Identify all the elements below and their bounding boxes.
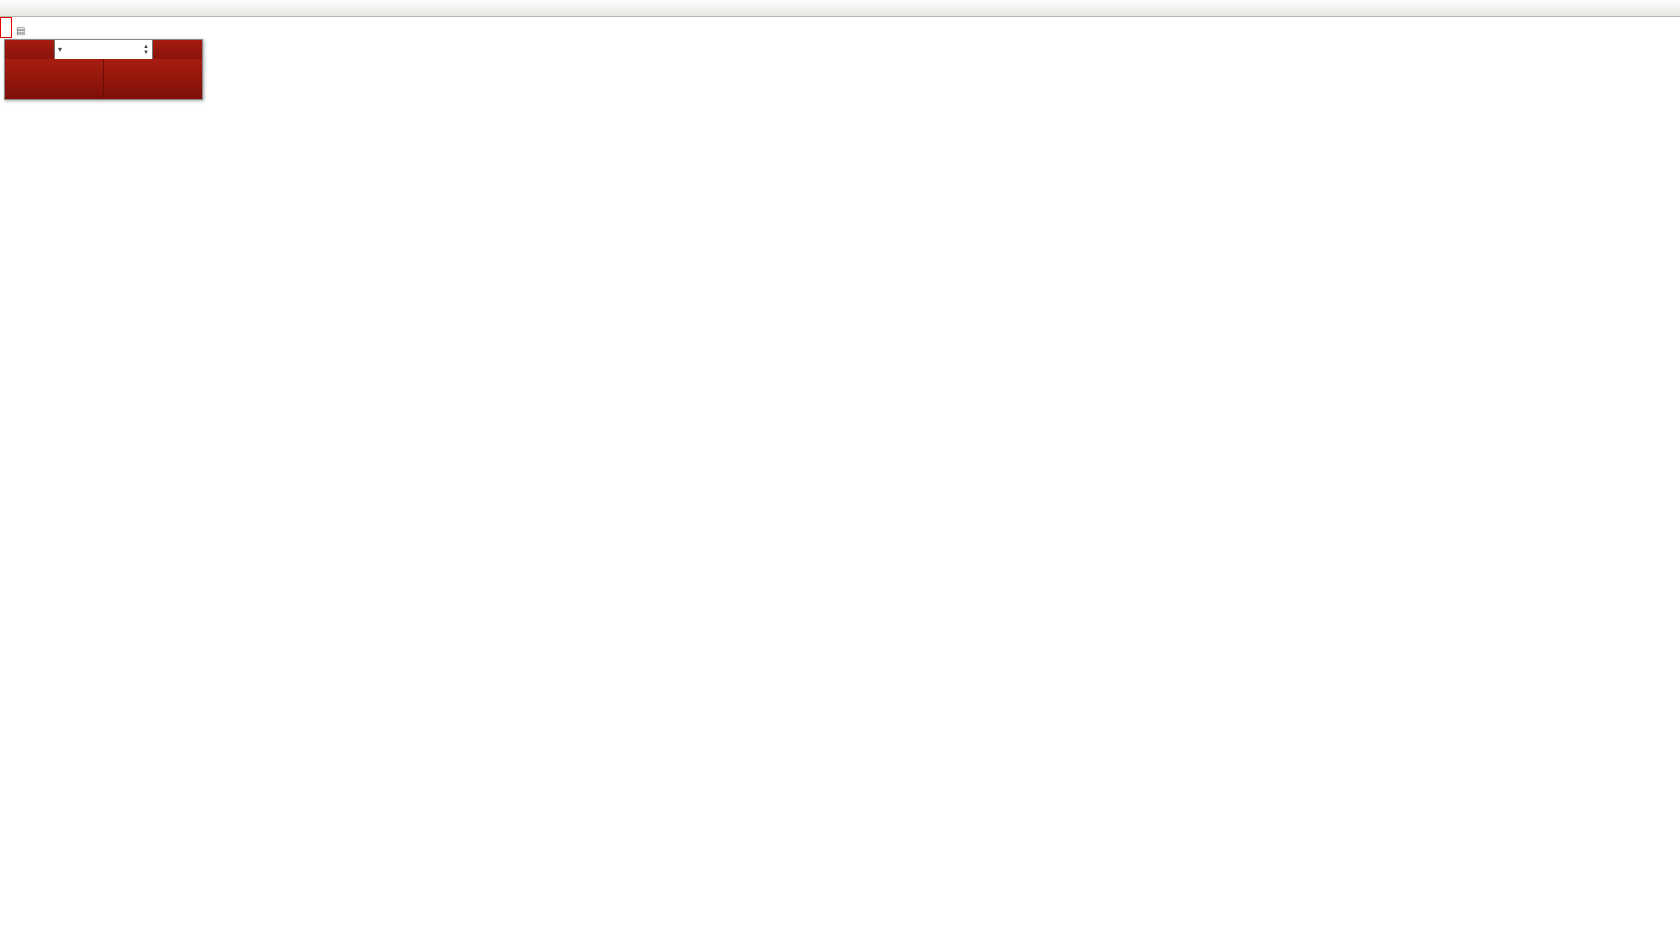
chart-icon: ▤ — [16, 26, 26, 37]
volume-spinner[interactable]: ▲ ▼ — [143, 44, 152, 56]
toolbar — [0, 0, 1680, 17]
one-click-trading-panel: ▾ ▲ ▼ — [4, 39, 203, 100]
sell-button[interactable] — [5, 40, 54, 59]
price-level-flag[interactable] — [0, 17, 12, 38]
volume-down-icon[interactable]: ▼ — [143, 49, 149, 56]
chart-overlays: ▤ ▾ ▲ ▼ — [0, 17, 1680, 943]
volume-up-icon[interactable]: ▲ — [143, 43, 149, 50]
sell-price[interactable] — [5, 59, 103, 99]
macd-label — [4, 544, 10, 556]
volume-field[interactable]: ▾ ▲ ▼ — [54, 40, 153, 59]
buy-button[interactable] — [153, 40, 202, 59]
price-chart[interactable] — [0, 17, 1680, 943]
buy-price[interactable] — [103, 59, 202, 99]
chart-area: ▤ ▾ ▲ ▼ — [0, 17, 1680, 943]
volume-dropdown-icon[interactable]: ▾ — [58, 45, 63, 54]
rsi-label — [4, 706, 10, 718]
chart-legend: ▤ — [16, 25, 29, 37]
